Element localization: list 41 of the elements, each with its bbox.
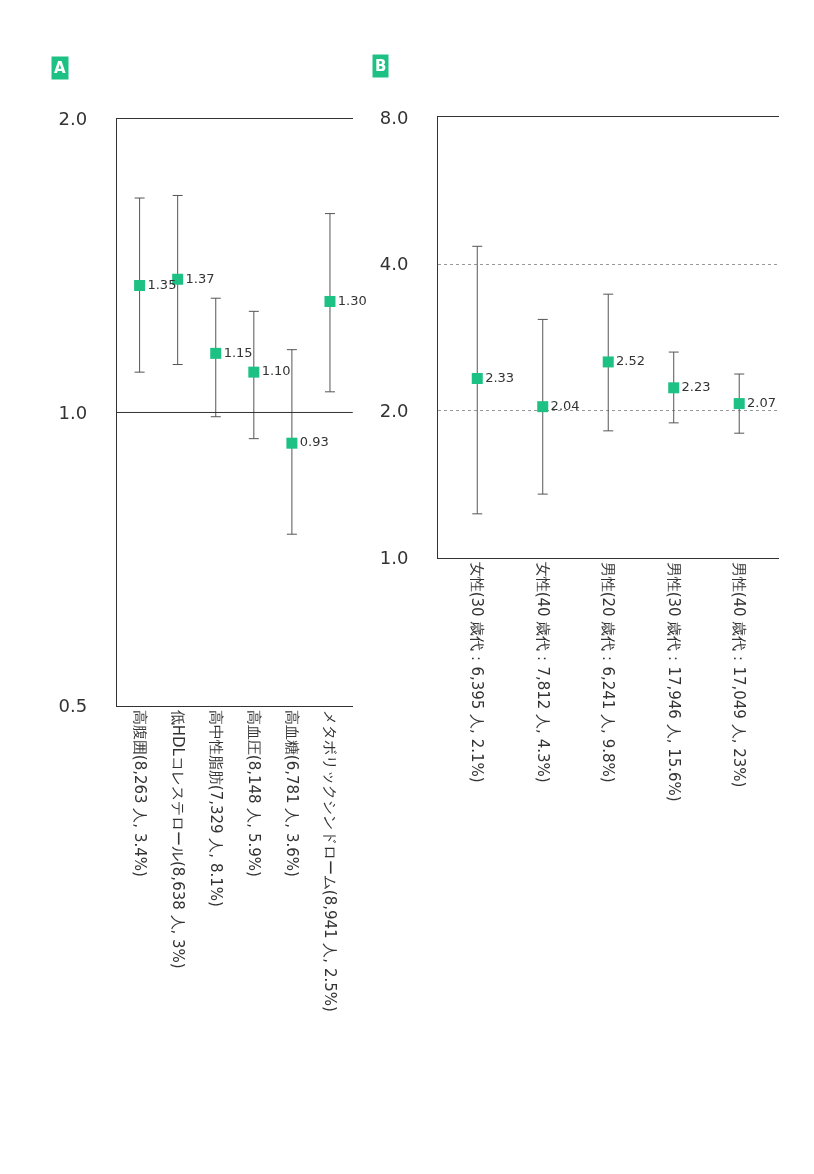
y-tick-label: 2.0 xyxy=(58,108,88,130)
data-label: 2.04 xyxy=(550,397,580,413)
x-tick-label: 男性(30 歳代：17,946 人, 15.6%) xyxy=(664,561,683,802)
x-tick-label: 男性(20 歳代：6,241 人, 9.8%) xyxy=(599,561,618,783)
point xyxy=(210,347,222,359)
data-label: 2.07 xyxy=(747,394,777,410)
data-label: 1.10 xyxy=(261,363,291,379)
data-label: 1.35 xyxy=(147,276,177,292)
point xyxy=(733,398,745,410)
data-label: 1.30 xyxy=(337,292,367,308)
x-tick-label: 高血圧(8,148 人, 5.9%) xyxy=(244,709,263,877)
point xyxy=(668,382,680,394)
y-tick-label: 2.0 xyxy=(379,400,409,422)
data-label: 1.15 xyxy=(223,344,253,360)
data-label: 1.37 xyxy=(185,270,215,286)
data-label: 2.23 xyxy=(681,379,711,395)
x-tick-label: 女性(40 歳代：7,812 人, 4.3%) xyxy=(533,561,552,783)
x-tick-label: 高腹囲(8,263 人, 3.4%) xyxy=(130,709,149,877)
x-tick-label: 低HDLコレステロール(8,638 人, 3%) xyxy=(168,709,187,969)
y-tick-label: 8.0 xyxy=(379,106,409,128)
point xyxy=(602,356,614,368)
data-label: 2.33 xyxy=(485,369,515,385)
x-tick-label: 男性(40 歳代：17,049 人, 23%) xyxy=(730,561,749,788)
y-tick-label: 1.0 xyxy=(58,401,88,423)
chart-title: B xyxy=(375,57,387,75)
point xyxy=(134,279,146,291)
point xyxy=(248,366,260,378)
x-tick-label: メタボリックシンドローム(8,941 人, 2.5%) xyxy=(321,709,340,1012)
point xyxy=(537,401,549,413)
y-tick-label: 1.0 xyxy=(379,546,409,568)
point xyxy=(471,373,483,385)
data-label: 0.93 xyxy=(299,434,329,450)
y-tick-label: 4.0 xyxy=(379,253,409,275)
point xyxy=(324,295,336,307)
data-label: 2.52 xyxy=(616,353,646,369)
y-tick-label: 0.5 xyxy=(58,695,88,717)
chart-title: A xyxy=(54,59,66,77)
x-tick-label: 女性(30 歳代：6,395 人, 2.1%) xyxy=(468,561,487,783)
point xyxy=(286,437,298,449)
x-tick-label: 高血糖(6,781 人, 3.6%) xyxy=(283,709,302,877)
x-tick-label: 高中性脂肪(7,329 人, 8.1%) xyxy=(206,709,225,907)
